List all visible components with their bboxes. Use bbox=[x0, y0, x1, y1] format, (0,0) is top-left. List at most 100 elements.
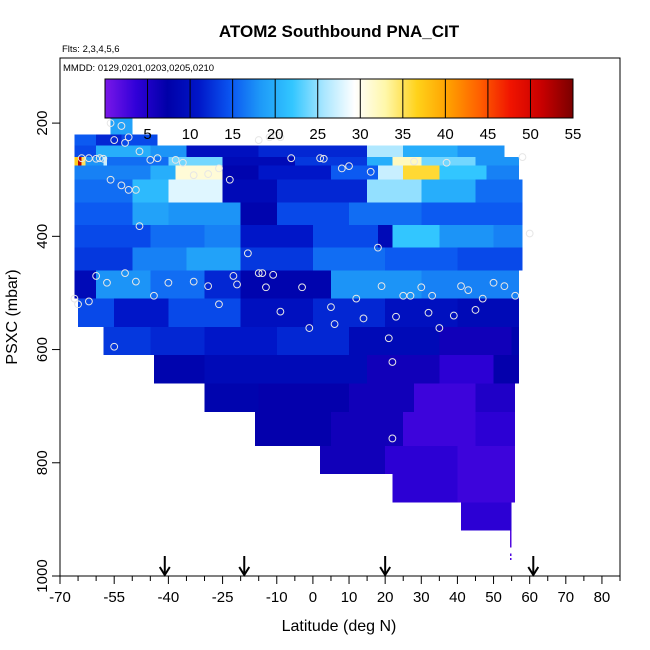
colorbar-tick-label: 5 bbox=[143, 126, 151, 143]
sample-point bbox=[95, 154, 104, 163]
heatmap-cell bbox=[96, 270, 151, 299]
sample-point bbox=[121, 139, 129, 147]
heatmap-cell bbox=[385, 298, 458, 327]
heatmap-cell bbox=[150, 270, 205, 299]
heatmap-cell bbox=[475, 179, 523, 203]
sample-point bbox=[258, 269, 267, 278]
sample-point bbox=[99, 154, 108, 163]
heatmap-cell bbox=[255, 411, 331, 446]
sample-point bbox=[153, 154, 162, 163]
y-tick-label: 800 bbox=[34, 450, 51, 475]
sample-point bbox=[424, 308, 433, 317]
heatmap-cell bbox=[421, 270, 519, 299]
sample-point bbox=[103, 278, 111, 287]
heatmap-cell bbox=[486, 165, 519, 180]
heatmap-cell bbox=[312, 298, 386, 327]
heatmap-cell bbox=[367, 145, 404, 158]
heatmap-cell bbox=[74, 145, 97, 158]
heatmap-cell bbox=[276, 202, 350, 226]
heatmap-cell bbox=[377, 225, 393, 248]
heatmap-cell bbox=[276, 179, 368, 203]
y-tick-label: 600 bbox=[34, 337, 51, 362]
sample-point bbox=[269, 131, 278, 140]
heatmap-cell bbox=[457, 145, 505, 158]
heatmap-cell bbox=[186, 145, 259, 158]
heatmap-cell bbox=[240, 270, 331, 299]
arrow-marker-head bbox=[379, 566, 392, 577]
sample-point bbox=[204, 282, 213, 291]
heatmap-cell bbox=[168, 157, 223, 166]
sample-point bbox=[254, 269, 263, 278]
heatmap-cell bbox=[150, 225, 205, 248]
heatmap-cell bbox=[377, 165, 404, 180]
sample-point bbox=[359, 314, 368, 323]
sample-point bbox=[337, 164, 346, 173]
heatmap-cell bbox=[74, 134, 97, 146]
colorbar-bar bbox=[104, 78, 574, 119]
heatmap-cell bbox=[103, 326, 151, 356]
sample-point bbox=[229, 272, 238, 280]
heatmap-cell bbox=[312, 247, 386, 271]
sample-point bbox=[254, 136, 263, 144]
heatmap-cell bbox=[78, 298, 115, 327]
sample-point bbox=[178, 158, 187, 167]
sample-point bbox=[305, 324, 314, 332]
heatmap-cell bbox=[475, 411, 516, 446]
heatmap-layer bbox=[74, 106, 523, 561]
heatmap-cell bbox=[457, 247, 523, 271]
sample-point bbox=[330, 320, 339, 328]
colorbar: 5 10 15 20 25 30 35 40 45 50 55 bbox=[104, 78, 582, 143]
colorbar-tick-label: 20 bbox=[267, 126, 284, 143]
sample-point bbox=[298, 283, 306, 292]
sample-point bbox=[265, 133, 274, 142]
sample-point bbox=[276, 307, 285, 316]
heatmap-cell bbox=[385, 445, 458, 475]
sample-point bbox=[85, 297, 93, 306]
heatmap-cell bbox=[367, 157, 393, 166]
sample-point bbox=[406, 291, 415, 300]
heatmap-cell bbox=[493, 225, 523, 248]
x-tick-label: 10 bbox=[341, 589, 358, 606]
heatmap-cell bbox=[204, 326, 277, 356]
sample-point bbox=[442, 158, 451, 167]
heatmap-cell bbox=[403, 145, 458, 158]
sample-point bbox=[388, 358, 397, 366]
colorbar-tick-label: 40 bbox=[437, 126, 454, 143]
sample-point bbox=[131, 277, 140, 286]
heatmap-cell bbox=[150, 326, 205, 356]
sample-point bbox=[215, 300, 223, 309]
colorbar-tick-label: 55 bbox=[565, 126, 582, 143]
colorbar-tick-label: 10 bbox=[182, 126, 199, 143]
heatmap-cell bbox=[294, 157, 368, 166]
sample-point bbox=[272, 131, 281, 140]
sample-point bbox=[489, 278, 498, 287]
sample-point bbox=[106, 119, 115, 128]
heatmap-cell bbox=[392, 225, 440, 248]
heatmap-cell bbox=[240, 202, 277, 226]
sample-point bbox=[150, 291, 158, 300]
colorbar-tick-label: 50 bbox=[522, 126, 539, 143]
x-tick-label: 0 bbox=[309, 589, 317, 606]
sample-point bbox=[124, 133, 133, 142]
heatmap-cell bbox=[509, 557, 512, 561]
heatmap-cell bbox=[132, 247, 187, 271]
heatmap-cell bbox=[457, 298, 519, 327]
y-axis: 200 400 600 800 1000 bbox=[34, 111, 60, 593]
sample-point bbox=[92, 272, 101, 280]
sample-point bbox=[204, 170, 213, 178]
sample-point bbox=[243, 249, 252, 258]
heatmap-cell bbox=[421, 157, 476, 166]
heatmap-cell bbox=[121, 134, 158, 146]
heatmap-cell bbox=[276, 355, 368, 384]
heatmap-cell bbox=[258, 165, 331, 180]
sample-point bbox=[189, 277, 198, 286]
sample-point bbox=[377, 282, 386, 291]
x-tick-label: 60 bbox=[521, 589, 538, 606]
chart-title: ATOM2 Southbound PNA_CIT bbox=[219, 22, 460, 41]
x-tick-label: -10 bbox=[266, 589, 288, 606]
sample-point bbox=[74, 300, 82, 309]
heatmap-cell bbox=[150, 145, 187, 158]
heatmap-cell bbox=[403, 411, 476, 446]
sample-point bbox=[316, 154, 325, 163]
x-tick-label: 70 bbox=[557, 589, 574, 606]
